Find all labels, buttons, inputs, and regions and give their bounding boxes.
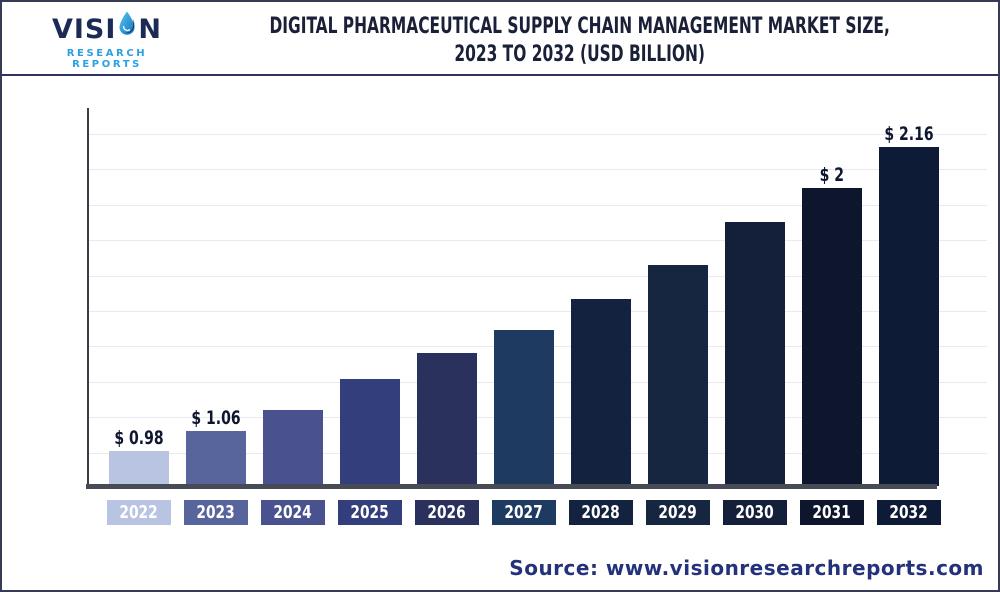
bar-2024 xyxy=(263,410,323,486)
value-label-2023: $ 1.06 xyxy=(191,407,241,429)
bar-2025 xyxy=(340,379,400,486)
gridline xyxy=(89,134,987,135)
gridline xyxy=(89,276,987,277)
source-text: Source: www.visionresearchreports.com xyxy=(509,556,984,580)
value-label-2022: $ 0.98 xyxy=(114,427,164,449)
gridline xyxy=(89,205,987,206)
gridline xyxy=(89,311,987,312)
brand-tagline: RESEARCH REPORTS xyxy=(66,48,148,70)
bar-2023 xyxy=(186,431,246,486)
x-axis-label-2028: 2028 xyxy=(569,500,633,525)
x-axis-label-2027: 2027 xyxy=(492,500,556,525)
x-axis-baseline xyxy=(86,484,937,489)
brand-name: VISI N xyxy=(32,10,182,47)
brand-text-suffix: N xyxy=(138,14,163,45)
header-divider xyxy=(2,74,998,76)
bar-chart: $ 0.98 $ 1.06 $ 2 $ 2.16 2022 2023 2024 2025 20… xyxy=(2,76,998,542)
x-axis-label-2024: 2024 xyxy=(261,500,325,525)
x-axis-label-2031: 2031 xyxy=(800,500,864,525)
chart-title-line2: 2023 TO 2032 (USD BILLION) xyxy=(454,42,706,67)
bar-2032 xyxy=(879,147,939,486)
y-axis-line xyxy=(87,108,89,489)
bar-2028 xyxy=(571,299,631,486)
x-axis-label-2026: 2026 xyxy=(415,500,479,525)
x-axis-label-2032: 2032 xyxy=(877,500,941,525)
chart-title-line1: DIGITAL PHARMACEUTICAL SUPPLY CHAIN MANA… xyxy=(269,14,891,39)
bar-2027 xyxy=(494,330,554,486)
x-axis-label-2030: 2030 xyxy=(723,500,787,525)
value-label-2031: $ 2 xyxy=(819,164,845,186)
x-axis-label-2025: 2025 xyxy=(338,500,402,525)
chart-title: DIGITAL PHARMACEUTICAL SUPPLY CHAIN MANA… xyxy=(180,13,980,69)
bar-2030 xyxy=(725,222,785,486)
bar-2031 xyxy=(802,188,862,486)
value-label-2032: $ 2.16 xyxy=(884,123,934,145)
gridline xyxy=(89,240,987,241)
gridline xyxy=(89,169,987,170)
brand-logo: VISI N RESEARCH REPORTS xyxy=(32,10,182,70)
bar-2022 xyxy=(109,451,169,486)
x-axis-label-2023: 2023 xyxy=(184,500,248,525)
x-axis-label-2022: 2022 xyxy=(107,500,171,525)
bar-2029 xyxy=(648,265,708,486)
brand-text-prefix: VISI xyxy=(51,14,117,45)
x-axis-label-2029: 2029 xyxy=(646,500,710,525)
water-drop-icon xyxy=(117,10,137,45)
bar-2026 xyxy=(417,353,477,486)
